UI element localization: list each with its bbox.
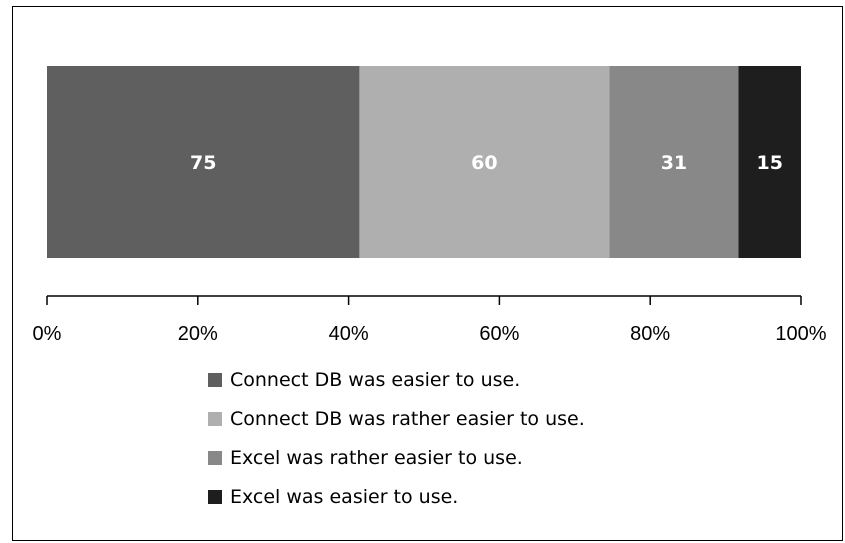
legend: Connect DB was easier to use. Connect DB … — [208, 360, 585, 516]
legend-swatch — [208, 489, 222, 504]
legend-swatch — [208, 372, 222, 387]
bar-segment-4 — [738, 66, 801, 258]
bar-segment-2 — [359, 66, 610, 258]
legend-label: Excel was easier to use. — [230, 485, 459, 508]
legend-label: Connect DB was rather easier to use. — [230, 407, 585, 430]
legend-swatch — [208, 411, 222, 426]
x-tick-label: 80% — [630, 323, 670, 345]
chart-frame — [12, 6, 843, 541]
bar-value-label-1: 75 — [190, 152, 216, 174]
bar-group: 75 60 31 15 — [47, 66, 801, 258]
legend-item: Connect DB was rather easier to use. — [208, 399, 585, 438]
bar-value-label-2: 60 — [471, 152, 497, 174]
legend-label: Connect DB was easier to use. — [230, 368, 521, 391]
legend-item: Excel was rather easier to use. — [208, 438, 585, 477]
legend-label: Excel was rather easier to use. — [230, 446, 523, 469]
x-tick-label: 60% — [479, 323, 519, 345]
x-tick-label: 0% — [33, 323, 62, 345]
bar-segment-1 — [47, 66, 360, 258]
bar-value-label-4: 15 — [757, 152, 783, 174]
stacked-bar-chart: 75 60 31 15 0% 20% 40% 60% 80% 100% — [33, 66, 827, 345]
x-tick-label: 40% — [329, 323, 369, 345]
x-tick-label: 100% — [775, 323, 826, 345]
x-tick-label: 20% — [178, 323, 218, 345]
legend-item: Excel was easier to use. — [208, 477, 585, 516]
bar-value-label-3: 31 — [661, 152, 687, 174]
bar-segment-3 — [609, 66, 739, 258]
legend-item: Connect DB was easier to use. — [208, 360, 585, 399]
legend-swatch — [208, 450, 222, 465]
x-axis: 0% 20% 40% 60% 80% 100% — [33, 295, 827, 345]
